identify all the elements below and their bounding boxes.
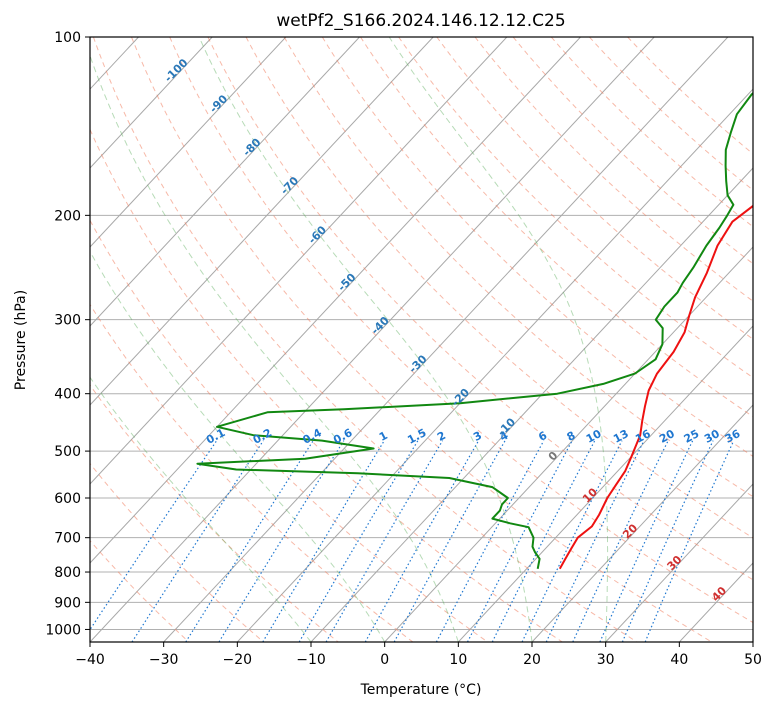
- x-tick-label: 30: [597, 652, 615, 668]
- x-tick-label: 40: [670, 652, 688, 668]
- y-tick-label: 400: [54, 387, 81, 403]
- y-tick-label: 900: [54, 595, 81, 611]
- y-tick-label: 700: [54, 531, 81, 547]
- x-tick-label: 20: [523, 652, 541, 668]
- y-tick-label: 200: [54, 208, 81, 224]
- y-tick-label: 800: [54, 565, 81, 581]
- x-tick-label: 50: [744, 652, 762, 668]
- x-axis-label: Temperature (°C): [360, 682, 482, 698]
- x-tick-label: −30: [149, 652, 179, 668]
- x-tick-label: −20: [223, 652, 253, 668]
- y-tick-label: 600: [54, 491, 81, 507]
- x-tick-label: 10: [449, 652, 467, 668]
- y-tick-label: 500: [54, 444, 81, 460]
- y-tick-label: 300: [54, 313, 81, 329]
- y-axis-label: Pressure (hPa): [13, 290, 29, 390]
- chart-title: wetPf2_S166.2024.146.12.12.C25: [276, 11, 565, 31]
- x-tick-label: −10: [296, 652, 326, 668]
- y-tick-label: 100: [54, 30, 81, 46]
- y-tick-label: 1000: [45, 622, 81, 638]
- x-tick-label: −40: [75, 652, 105, 668]
- x-tick-label: 0: [380, 652, 389, 668]
